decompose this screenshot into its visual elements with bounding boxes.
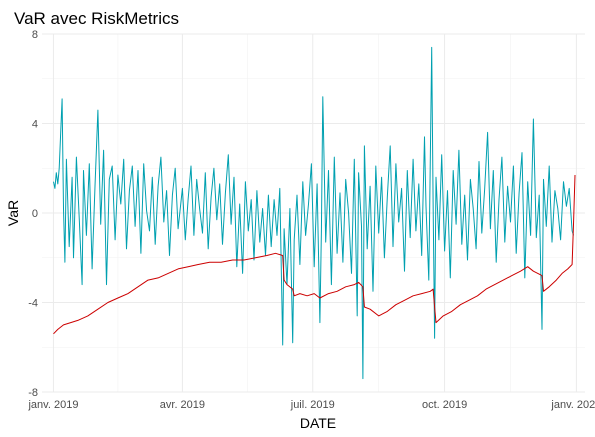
y-axis-ticks: -8 -4 0 4 8 bbox=[28, 29, 38, 399]
x-tick-label: avr. 2019 bbox=[160, 399, 205, 411]
y-tick-label: 0 bbox=[32, 208, 38, 220]
y-tick-label: -4 bbox=[28, 298, 38, 310]
x-tick-label: oct. 2019 bbox=[422, 399, 467, 411]
series-line-1 bbox=[53, 46, 574, 380]
y-tick-label: 4 bbox=[32, 119, 38, 131]
y-tick-label: -8 bbox=[28, 387, 38, 399]
series-line-2 bbox=[53, 174, 576, 335]
grid bbox=[42, 33, 585, 393]
x-tick-label: juil. 2019 bbox=[290, 399, 335, 411]
x-tick-label: janv. 2020 bbox=[550, 399, 595, 411]
y-tick-label: 8 bbox=[32, 29, 38, 41]
y-axis-title: VaR bbox=[5, 200, 21, 226]
x-axis-ticks: janv. 2019 avr. 2019 juil. 2019 oct. 2019 ja… bbox=[27, 399, 595, 411]
series-group bbox=[53, 46, 576, 380]
chart-title: VaR avec RiskMetrics bbox=[14, 9, 179, 28]
x-axis-title: DATE bbox=[300, 415, 336, 431]
x-tick-label: janv. 2019 bbox=[27, 399, 78, 411]
